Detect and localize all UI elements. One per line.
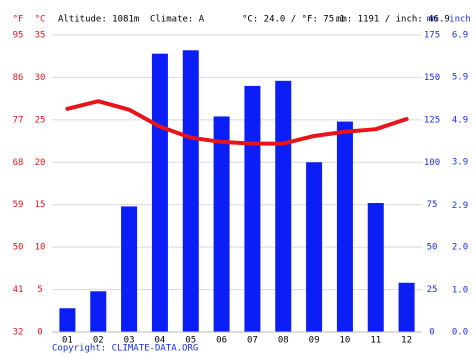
f-unit: °F bbox=[13, 15, 24, 25]
inch-tick-label: 4.9 bbox=[452, 115, 468, 125]
inch-tick-label: 2.0 bbox=[452, 243, 468, 253]
c-tick-label: 35 bbox=[35, 31, 46, 41]
mm-tick-label: 175 bbox=[424, 31, 440, 41]
c-tick-label: 30 bbox=[35, 73, 46, 83]
x-tick-label: 05 bbox=[185, 336, 196, 346]
c-unit: °C bbox=[35, 15, 46, 25]
c-tick-label: 0 bbox=[37, 328, 42, 338]
bar bbox=[244, 85, 261, 333]
bar bbox=[151, 53, 168, 332]
x-tick-label: 06 bbox=[216, 336, 227, 346]
c-tick-label: 15 bbox=[35, 200, 46, 210]
c-tick-label: 10 bbox=[35, 243, 46, 253]
mm-tick-label: 125 bbox=[424, 115, 440, 125]
x-tick-label: 04 bbox=[154, 336, 165, 346]
altitude: Altitude: 1081m bbox=[58, 15, 139, 25]
climate: Climate: A bbox=[150, 15, 205, 25]
x-tick-label: 11 bbox=[370, 336, 381, 346]
bar bbox=[182, 50, 199, 332]
f-tick-label: 95 bbox=[13, 31, 24, 41]
x-tick-label: 02 bbox=[93, 336, 104, 346]
bar bbox=[398, 282, 415, 332]
inch-tick-label: 5.9 bbox=[452, 73, 468, 83]
bar bbox=[336, 121, 353, 332]
x-tick-label: 03 bbox=[124, 336, 135, 346]
bar bbox=[121, 206, 138, 332]
bar bbox=[59, 308, 76, 332]
inch-tick-label: 3.9 bbox=[452, 158, 468, 168]
bar bbox=[367, 203, 384, 332]
bar bbox=[90, 291, 107, 332]
mm-tick-label: 0 bbox=[429, 328, 434, 338]
f-tick-label: 77 bbox=[13, 115, 24, 125]
f-tick-label: 41 bbox=[13, 285, 24, 295]
x-tick-label: 09 bbox=[309, 336, 320, 346]
mm-unit: mm bbox=[427, 15, 438, 25]
x-tick-label: 01 bbox=[62, 336, 73, 346]
x-tick-label: 07 bbox=[247, 336, 258, 346]
inch-tick-label: 2.9 bbox=[452, 201, 468, 211]
f-tick-label: 59 bbox=[13, 200, 24, 210]
f-tick-label: 32 bbox=[13, 328, 24, 338]
inch-tick-label: 1.0 bbox=[452, 285, 468, 295]
bar bbox=[306, 162, 323, 332]
temperature-line bbox=[65, 99, 409, 146]
c-tick-label: 5 bbox=[37, 285, 42, 295]
inch-tick-label: 6.9 bbox=[452, 31, 468, 41]
mm-tick-label: 150 bbox=[424, 73, 440, 83]
bar bbox=[213, 116, 230, 332]
mm-tick-label: 50 bbox=[427, 243, 438, 253]
mm-tick-label: 100 bbox=[424, 158, 440, 168]
bar bbox=[275, 80, 292, 332]
temperature-summary: °C: 24.0 / °F: 75.1 bbox=[242, 15, 345, 25]
f-tick-label: 50 bbox=[13, 243, 24, 253]
f-tick-label: 86 bbox=[13, 73, 24, 83]
mm-tick-label: 75 bbox=[427, 200, 438, 210]
precipitation-summary: mm: 1191 / inch: 46.9 bbox=[336, 15, 450, 25]
inch-tick-label: 0.0 bbox=[452, 328, 468, 338]
copyright: Copyright: CLIMATE-DATA.ORG bbox=[52, 344, 198, 354]
x-tick-label: 08 bbox=[278, 336, 289, 346]
c-tick-label: 25 bbox=[35, 115, 46, 125]
mm-tick-label: 25 bbox=[427, 285, 438, 295]
inch-unit: inch bbox=[449, 15, 471, 25]
x-tick-label: 12 bbox=[401, 336, 412, 346]
x-tick-label: 10 bbox=[339, 336, 350, 346]
f-tick-label: 68 bbox=[13, 158, 24, 168]
c-tick-label: 20 bbox=[35, 158, 46, 168]
